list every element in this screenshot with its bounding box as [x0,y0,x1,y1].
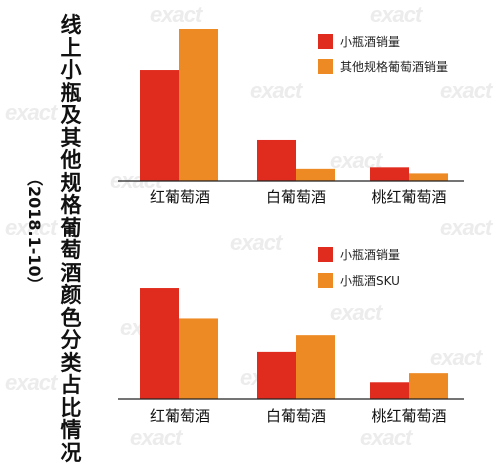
bar-chart2-red [257,352,296,399]
bar-chart2-red [370,382,409,399]
legend-swatch-red [318,34,333,49]
legend-label: 小瓶酒销量 [340,33,400,50]
category-label: 红葡萄酒 [150,405,210,426]
category-label: 桃红葡萄酒 [371,405,446,426]
bar-chart1-red [370,167,409,181]
legend-item-chart1-series2: 其他规格葡萄酒销量 [318,58,448,75]
legend-label: 小瓶酒销量 [340,246,400,263]
bar-chart1-red [257,140,296,181]
legend-item-chart2-series1: 小瓶酒销量 [318,246,400,263]
bar-chart2-orange [179,318,218,399]
category-label: 红葡萄酒 [150,186,210,207]
bar-chart1-orange [296,169,335,181]
legend-item-chart2-series2: 小瓶酒SKU [318,272,400,289]
legend-label: 小瓶酒SKU [340,272,400,289]
bar-chart1-orange [409,173,448,181]
legend-swatch-orange [318,59,333,74]
bar-chart2-orange [296,335,335,399]
category-label: 白葡萄酒 [266,186,326,207]
bar-chart2-orange [409,373,448,399]
category-label: 白葡萄酒 [266,405,326,426]
legend-label: 其他规格葡萄酒销量 [340,58,448,75]
bar-chart2-red [140,288,179,399]
bar-chart1-red [140,70,179,181]
legend-swatch-orange [318,273,333,288]
category-label: 桃红葡萄酒 [371,186,446,207]
legend-item-chart1-series1: 小瓶酒销量 [318,33,400,50]
bar-chart1-orange [179,29,218,181]
legend-swatch-red [318,247,333,262]
